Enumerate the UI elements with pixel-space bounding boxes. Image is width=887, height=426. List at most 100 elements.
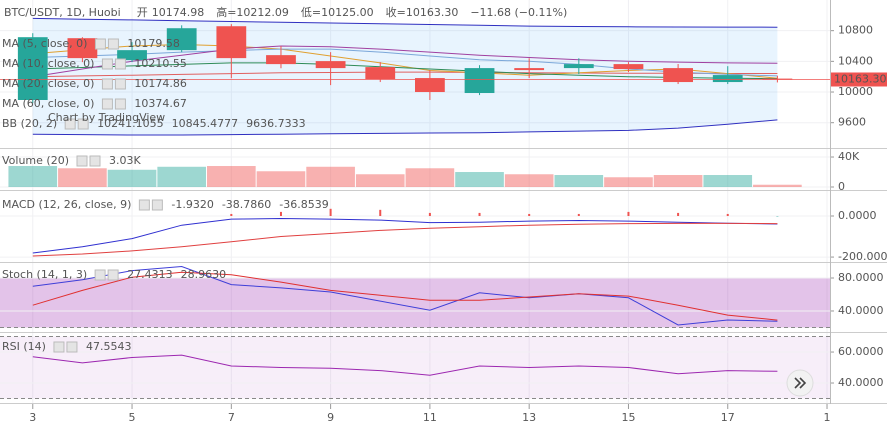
scroll-button[interactable] xyxy=(786,369,814,397)
y-tick-label: 10000 xyxy=(838,85,873,98)
legend-value: 10374.67 xyxy=(134,97,187,110)
y-tick-label: 60.0000 xyxy=(838,345,884,358)
legend-value: 10241.1055 xyxy=(97,117,163,130)
ohlc-text: 高=10212.09 xyxy=(216,5,289,19)
volume-bar xyxy=(58,168,107,188)
indicator-line xyxy=(32,271,778,321)
candle-body xyxy=(415,78,445,93)
band-fill xyxy=(0,336,830,399)
settings-icon[interactable] xyxy=(76,155,88,167)
last-price-label: 10163.30 xyxy=(834,72,887,85)
candle-body xyxy=(514,68,545,71)
scroll-icon[interactable] xyxy=(794,377,807,389)
close-icon[interactable] xyxy=(114,58,126,70)
ohlc-text: −11.68 (−0.11%) xyxy=(470,6,567,19)
close-icon[interactable] xyxy=(77,118,89,130)
volume-bar xyxy=(107,169,157,188)
legend-name: RSI (14) xyxy=(2,340,46,353)
legend-value: 10210.55 xyxy=(134,57,187,70)
legend-value: -1.9320 xyxy=(171,198,213,211)
legend-name: Stoch (14, 1, 3) xyxy=(2,268,87,281)
last-price-box xyxy=(830,72,887,87)
volume-bar xyxy=(604,177,653,188)
bollinger-basis xyxy=(32,71,778,78)
settings-icon[interactable] xyxy=(53,341,65,353)
y-tick-label: 10400 xyxy=(838,54,873,67)
y-tick-label: 0 xyxy=(838,180,845,193)
volume-bar xyxy=(455,172,504,188)
x-tick-label: 7 xyxy=(228,411,235,424)
moving-average xyxy=(32,62,778,80)
settings-icon[interactable] xyxy=(138,199,150,211)
histogram-bar xyxy=(428,212,431,216)
candle-body xyxy=(117,50,147,61)
histogram-bar xyxy=(329,208,332,216)
legend-name: Volume (20) xyxy=(2,154,69,167)
settings-icon[interactable] xyxy=(101,58,113,70)
histogram-bar xyxy=(230,213,233,216)
histogram-bar xyxy=(677,212,680,216)
chart-title: BTC/USDT, 1D, Huobi xyxy=(4,6,121,19)
x-tick-label: 5 xyxy=(129,411,136,424)
y-tick-label: -200.0000 xyxy=(838,250,887,263)
candle-body xyxy=(613,64,644,70)
settings-icon[interactable] xyxy=(94,269,106,281)
ohlc-text: 收=10163.30 xyxy=(386,5,459,19)
ohlc-text: 10174.98 xyxy=(152,6,205,19)
legend-name: MA (20, close, 0) xyxy=(2,77,94,90)
close-icon[interactable] xyxy=(151,199,163,211)
indicator-line xyxy=(32,354,778,376)
close-icon[interactable] xyxy=(107,269,119,281)
y-tick-label: 40.0000 xyxy=(838,304,884,317)
indicator-line xyxy=(32,217,778,254)
candle-body xyxy=(67,38,98,59)
legend-value: 27.4313 xyxy=(127,268,173,281)
volume-bar xyxy=(753,184,802,188)
volume-bar xyxy=(256,171,306,188)
legend-value: 3.03K xyxy=(109,154,141,167)
close-icon[interactable] xyxy=(89,155,101,167)
histogram-bar xyxy=(478,212,481,216)
moving-average xyxy=(32,45,778,78)
histogram-bar xyxy=(726,213,729,216)
volume-bar xyxy=(306,166,355,188)
volume-bar xyxy=(355,174,405,188)
histogram-bar xyxy=(577,213,580,216)
volume-bar xyxy=(554,175,604,188)
y-tick-label: 40K xyxy=(838,150,860,163)
y-tick-label: 10800 xyxy=(838,24,873,37)
close-icon[interactable] xyxy=(66,341,78,353)
close-icon[interactable] xyxy=(114,78,126,90)
volume-bar xyxy=(207,166,256,188)
settings-icon[interactable] xyxy=(64,118,76,130)
candle-body xyxy=(216,26,247,59)
legend-value: 10179.58 xyxy=(127,37,180,50)
close-icon[interactable] xyxy=(114,98,126,110)
legend-value: 9636.7333 xyxy=(246,117,306,130)
legend-name: MA (5, close, 0) xyxy=(2,37,87,50)
y-tick-label: 0.0000 xyxy=(838,209,877,222)
histogram-bar xyxy=(279,211,282,216)
y-tick-label: 80.0000 xyxy=(838,271,884,284)
settings-icon[interactable] xyxy=(94,38,106,50)
legend-name: MACD (12, 26, close, 9) xyxy=(2,198,131,211)
band-fill xyxy=(0,278,830,328)
ohlc-text: 低=10125.00 xyxy=(301,6,374,19)
legend-value: -38.7860 xyxy=(222,198,271,211)
histogram-bar xyxy=(379,209,382,216)
candle-body xyxy=(17,37,48,100)
histogram-bar xyxy=(627,211,630,216)
x-tick-label: 1 xyxy=(824,411,831,424)
volume-bar xyxy=(653,175,703,188)
x-tick-label: 17 xyxy=(721,411,735,424)
x-tick-label: 15 xyxy=(621,411,635,424)
watermark: Chart by TradingView xyxy=(48,111,165,124)
settings-icon[interactable] xyxy=(101,78,113,90)
close-icon[interactable] xyxy=(107,38,119,50)
x-tick-label: 13 xyxy=(522,411,536,424)
settings-icon[interactable] xyxy=(101,98,113,110)
candle-body xyxy=(464,68,495,94)
